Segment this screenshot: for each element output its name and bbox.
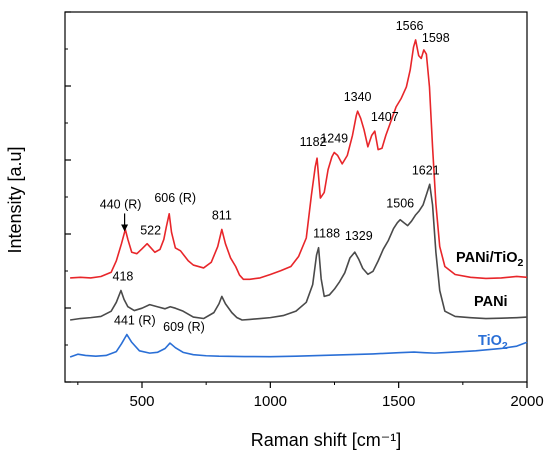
peak-label-609: 609 (R) <box>163 320 205 334</box>
peak-label-606: 606 (R) <box>154 191 196 205</box>
series-line-0 <box>70 39 528 281</box>
x-tick-label: 500 <box>129 393 154 410</box>
peak-label-1407: 1407 <box>371 110 399 124</box>
peak-arrow-head <box>121 224 129 232</box>
series-label-1: PANi <box>474 294 508 310</box>
peak-label-1598: 1598 <box>422 31 450 45</box>
series-line-2 <box>69 333 528 358</box>
series-line-1 <box>70 183 528 321</box>
peak-label-1340: 1340 <box>344 90 372 104</box>
series-layer <box>69 39 528 358</box>
peak-label-1566: 1566 <box>396 19 424 33</box>
x-axis-title: Raman shift [cm⁻¹] <box>251 430 402 450</box>
x-tick-label: 1000 <box>254 393 287 410</box>
peak-label-1506: 1506 <box>386 197 414 211</box>
plot-frame: 500 1000 1500 2000 <box>64 11 544 410</box>
peak-label-440: 440 (R) <box>100 197 142 211</box>
peak-label-418: 418 <box>113 270 134 284</box>
peak-label-1249: 1249 <box>320 132 348 146</box>
peak-label-811: 811 <box>212 208 232 222</box>
x-tick-label: 2000 <box>510 393 543 410</box>
series-label-2: TiO2 <box>478 333 508 352</box>
peak-label-441: 441 (R) <box>114 314 156 328</box>
series-labels: PANi/TiO2 PANi TiO2 <box>456 250 524 352</box>
peak-label-1188: 1188 <box>313 227 340 241</box>
peak-label-1621: 1621 <box>412 163 440 177</box>
peak-label-1182: 1182 <box>300 135 327 149</box>
peak-label-522: 522 <box>140 223 161 237</box>
series-label-0: PANi/TiO2 <box>456 250 524 269</box>
y-axis-title: Intensity [a.u] <box>5 146 25 253</box>
peak-label-1329: 1329 <box>345 229 373 243</box>
x-tick-label: 1500 <box>382 393 415 410</box>
